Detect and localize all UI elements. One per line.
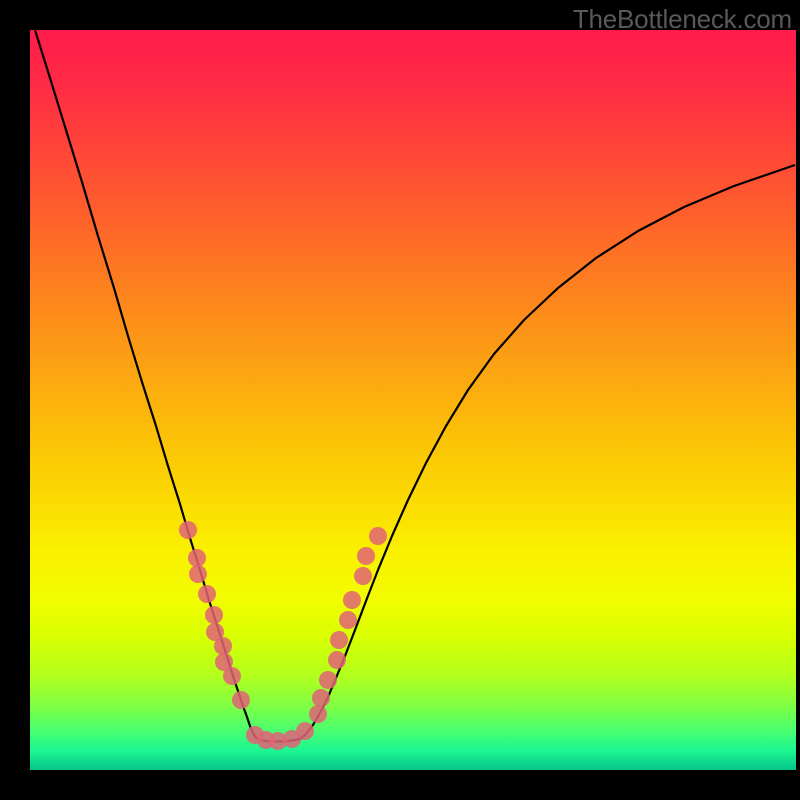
data-marker <box>312 689 330 707</box>
data-marker <box>357 547 375 565</box>
data-marker <box>205 606 223 624</box>
data-marker <box>330 631 348 649</box>
data-marker <box>232 691 250 709</box>
data-marker <box>319 671 337 689</box>
data-marker <box>369 527 387 545</box>
data-marker <box>188 549 206 567</box>
data-marker <box>328 651 346 669</box>
data-marker <box>354 567 372 585</box>
curve-overlay <box>0 0 800 800</box>
bottleneck-curve <box>35 30 795 742</box>
data-marker <box>296 722 314 740</box>
watermark-text: TheBottleneck.com <box>573 4 792 35</box>
data-marker <box>214 637 232 655</box>
data-marker <box>189 565 207 583</box>
data-marker <box>309 705 327 723</box>
data-marker <box>179 521 197 539</box>
data-marker <box>343 591 361 609</box>
data-marker <box>198 585 216 603</box>
data-marker <box>339 611 357 629</box>
chart-frame: TheBottleneck.com <box>0 0 800 800</box>
data-marker <box>223 667 241 685</box>
